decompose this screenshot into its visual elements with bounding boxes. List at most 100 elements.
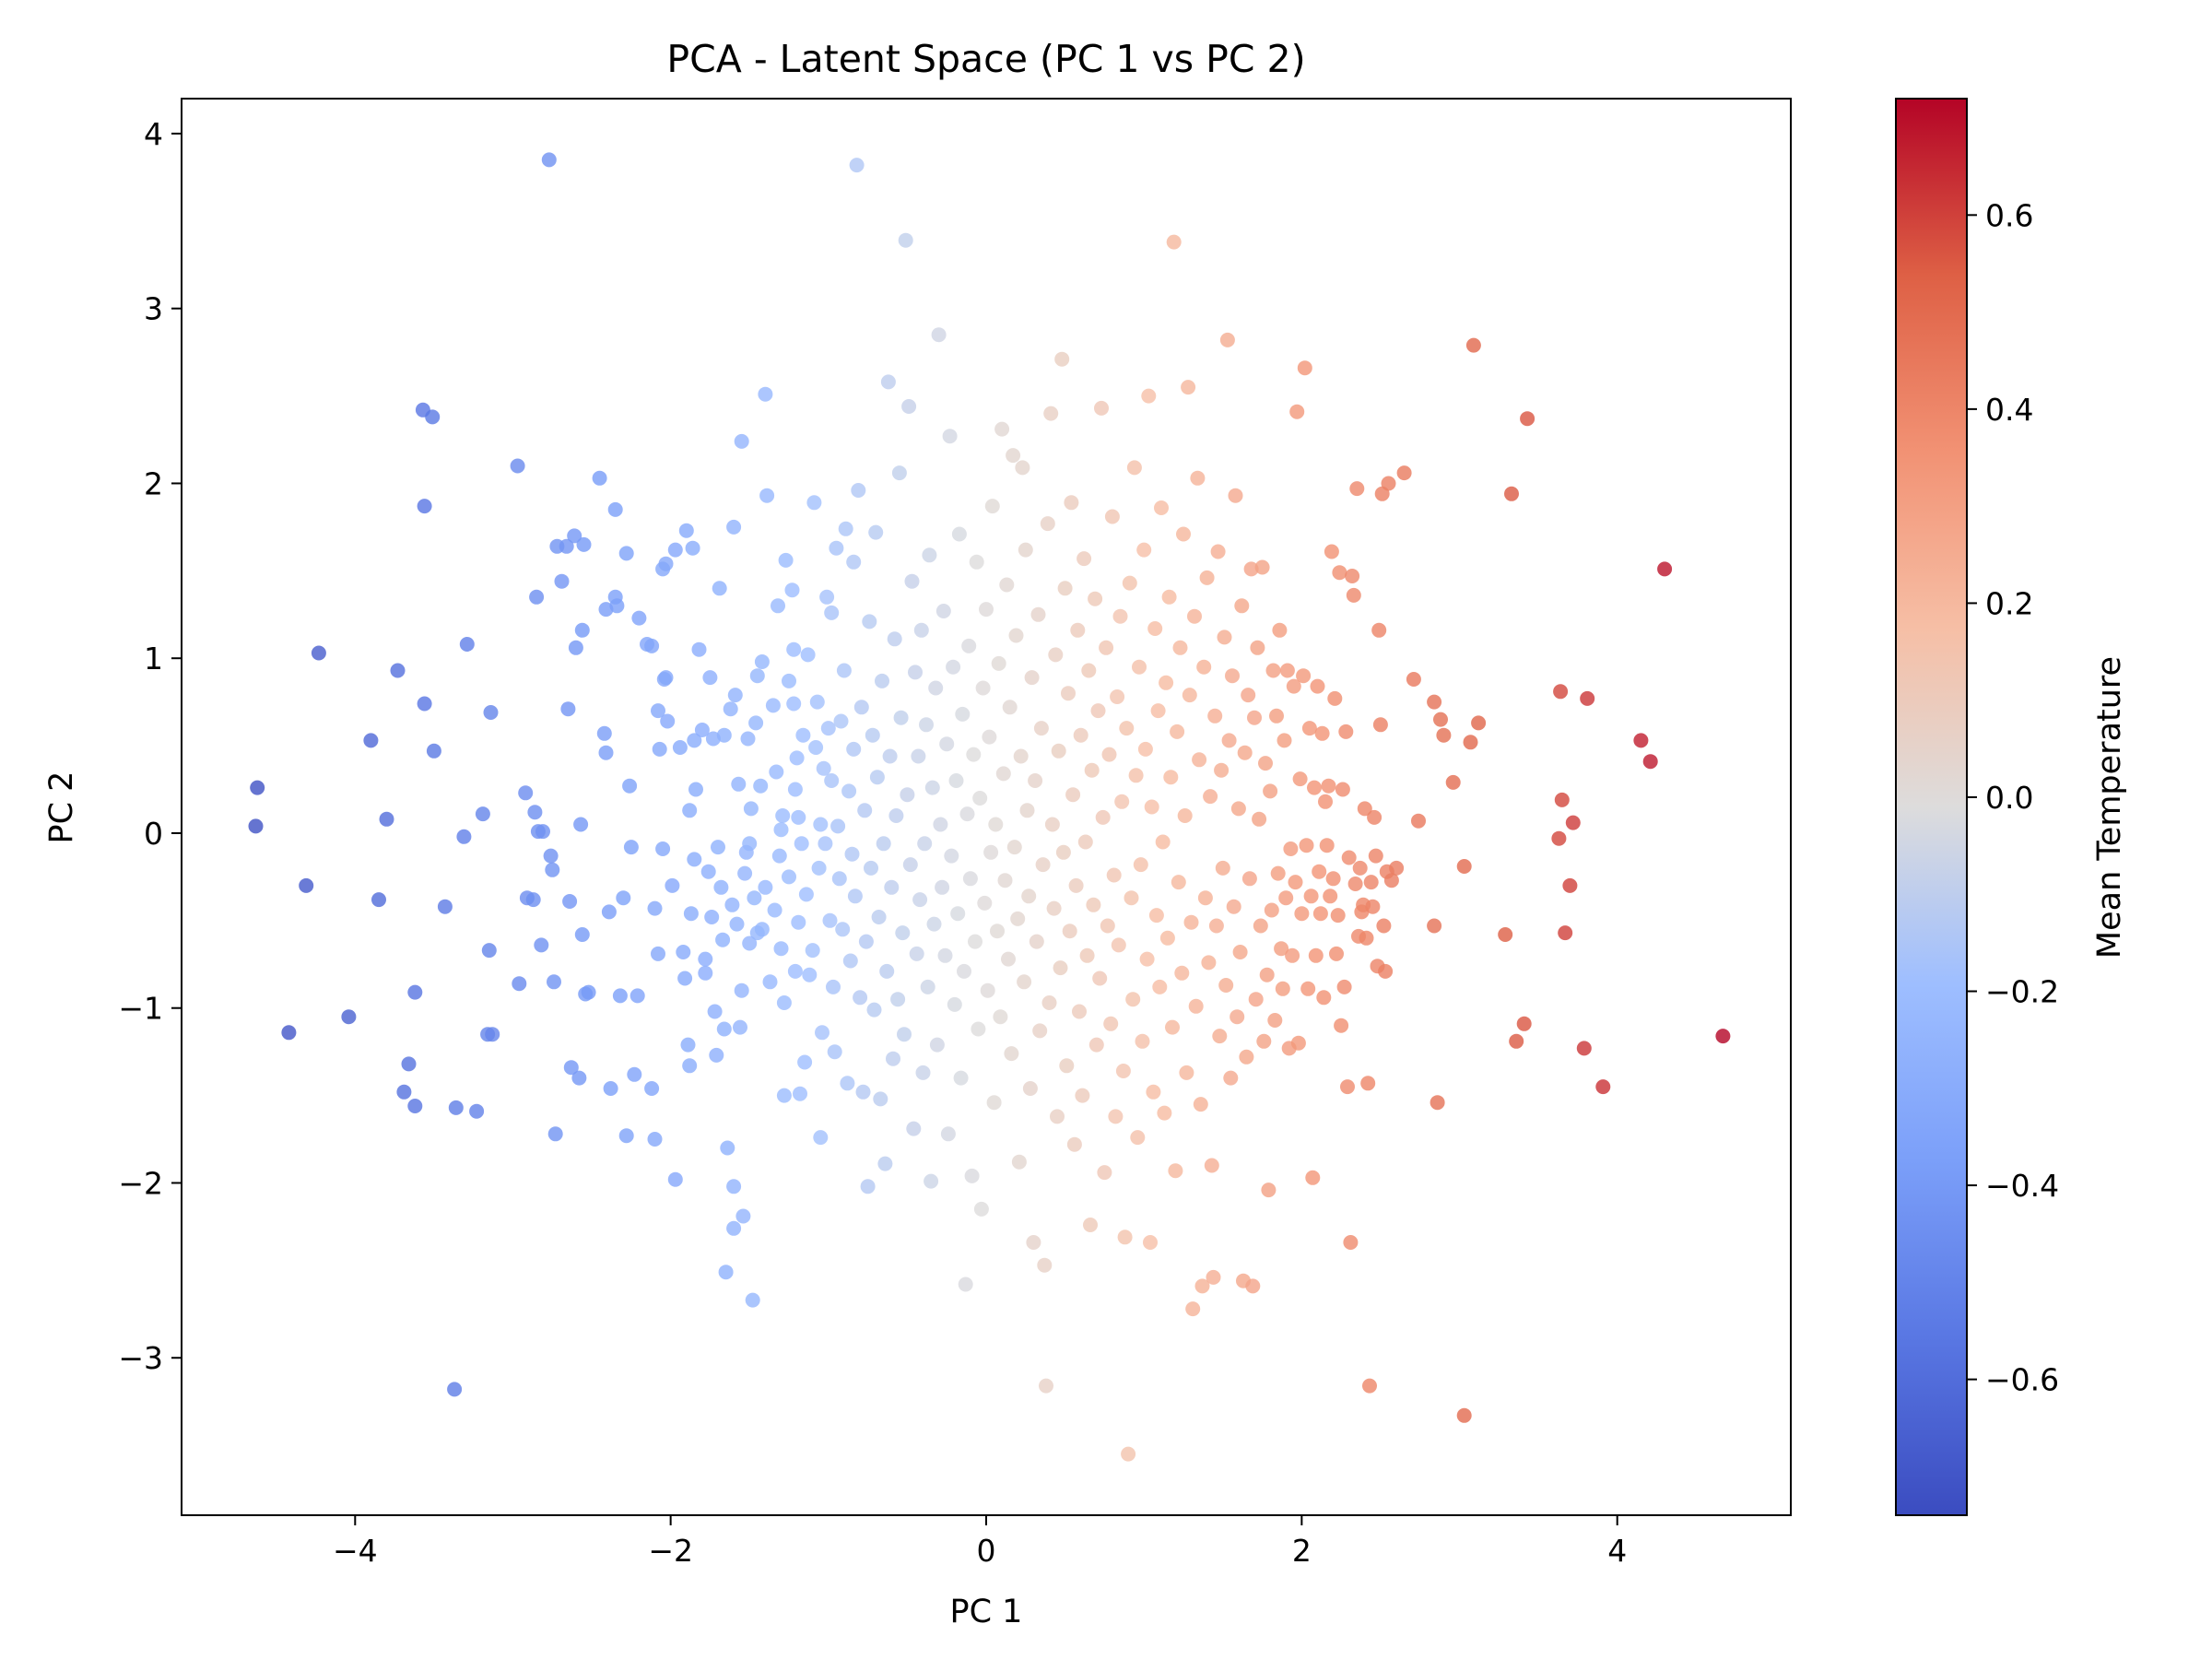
scatter-point [1252,811,1267,827]
scatter-point [299,877,314,893]
scatter-point [672,740,688,755]
scatter-point [543,848,559,864]
scatter-point [1553,684,1569,700]
scatter-point [1241,871,1257,887]
scatter-point [1065,787,1081,803]
scatter-point [784,582,800,598]
scatter-point [1292,771,1308,787]
scatter-point [855,1084,871,1100]
scatter-point [1055,844,1071,860]
scatter-point [1147,621,1163,636]
scatter-point [1314,725,1330,741]
scatter-point [735,1208,751,1224]
scatter-point [601,904,617,920]
scatter-point [1135,1033,1150,1049]
scatter-point [682,803,698,818]
scatter-point [720,1140,735,1156]
scatter-point [820,721,836,736]
scatter-point [1217,629,1232,645]
scatter-point [984,499,1000,514]
scatter-point [627,1066,642,1082]
scatter-point [469,1103,485,1119]
scatter-point [753,778,769,794]
scatter-point [847,888,863,904]
scatter-point [1174,965,1190,981]
scatter-point [844,846,860,862]
scatter-point [1043,406,1059,421]
scatter-point [1272,622,1288,638]
scatter-point [1128,768,1144,783]
scatter-point [1296,668,1312,684]
scatter-point [1259,967,1275,982]
scatter-point [794,836,809,852]
scatter-point [598,745,614,760]
scatter-point [1349,481,1365,497]
scatter-point [250,780,265,795]
scatter-point [928,680,944,696]
scatter-point [994,421,1010,437]
scatter-point [1121,1446,1136,1462]
scatter-point [822,912,838,928]
scatter-point [1190,470,1206,486]
scatter-point [1265,663,1281,678]
scatter-point [1053,960,1068,976]
scatter-point [776,1088,792,1103]
scatter-point [891,465,907,481]
scatter-point [957,963,971,979]
scatter-point [1299,838,1314,853]
scatter-point [563,1060,579,1076]
x-tick-label: 0 [977,1533,996,1569]
scatter-point [898,232,913,248]
scatter-point [1182,688,1197,703]
scatter-point [1215,860,1230,876]
scatter-point [1114,794,1130,809]
scatter-point [529,589,545,605]
scatter-point [1223,1070,1239,1086]
scatter-point [1332,565,1347,581]
y-tick-label: 0 [144,816,163,852]
scatter-point [1035,857,1051,873]
scatter-point [904,573,920,589]
scatter-point [1228,488,1243,503]
scatter-point [1013,748,1029,764]
scatter-point [853,700,869,715]
scatter-point [935,879,950,895]
scatter-point [1346,587,1361,603]
scatter-point [1094,400,1109,416]
scatter-point [748,715,764,731]
scatter-point [887,631,902,647]
scatter-point [1283,841,1299,856]
scatter-point [1144,799,1159,815]
scatter-point [940,1126,956,1142]
scatter-point [1565,815,1581,830]
scatter-point [1279,663,1295,678]
scatter-point [800,647,816,663]
scatter-point [919,717,934,733]
scatter-point [1433,712,1448,727]
scatter-point [962,871,978,887]
scatter-point [724,897,740,912]
scatter-point [1136,542,1152,558]
scatter-point [895,925,911,941]
scatter-point [995,766,1011,782]
scatter-point [1077,551,1092,567]
scatter-point [897,1027,912,1042]
scatter-point [426,743,441,759]
scatter-point [685,540,700,556]
scatter-point [1081,663,1097,678]
scatter-point [629,988,645,1004]
scatter-point [935,604,951,618]
scatter-point [401,1056,417,1072]
scatter-point [809,694,825,710]
scatter-point [1269,708,1284,724]
scatter-point [939,736,955,752]
scatter-point [1230,801,1246,817]
scatter-point [1376,918,1392,934]
scatter-point [824,773,840,788]
scatter-point [1024,670,1040,686]
plot-frame [181,98,1792,1516]
y-tick-label: 1 [144,641,163,677]
scatter-point [1308,947,1324,963]
scatter-point [1340,1079,1355,1095]
scatter-point [1187,608,1202,624]
